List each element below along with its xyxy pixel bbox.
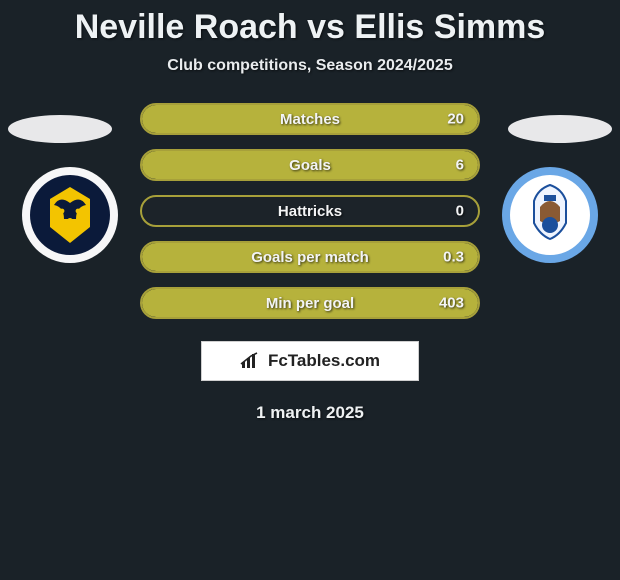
- right-ellipse-decoration: [508, 115, 612, 143]
- date-label: 1 march 2025: [0, 403, 620, 423]
- right-club-badge: [500, 165, 600, 265]
- branding-box[interactable]: FcTables.com: [201, 341, 419, 381]
- stat-label: Hattricks: [278, 203, 342, 220]
- branding-text: FcTables.com: [268, 351, 380, 371]
- left-club-badge: [20, 165, 120, 265]
- stat-bar: Hattricks 0: [140, 195, 480, 227]
- left-ellipse-decoration: [8, 115, 112, 143]
- stat-value: 403: [439, 295, 464, 312]
- oxford-united-crest-icon: [20, 165, 120, 265]
- page-title: Neville Roach vs Ellis Simms: [0, 8, 620, 47]
- stat-bar: Min per goal 403: [140, 287, 480, 319]
- stats-list: Matches 20 Goals 6 Hattricks 0 Goals per…: [140, 103, 480, 319]
- stat-label: Goals: [289, 157, 331, 174]
- bar-chart-icon: [240, 352, 262, 370]
- subtitle: Club competitions, Season 2024/2025: [0, 57, 620, 75]
- stat-value: 0.3: [443, 249, 464, 266]
- stat-value: 20: [447, 111, 464, 128]
- content-area: Matches 20 Goals 6 Hattricks 0 Goals per…: [0, 103, 620, 423]
- stat-bar: Goals per match 0.3: [140, 241, 480, 273]
- stat-bar: Matches 20: [140, 103, 480, 135]
- comparison-card: Neville Roach vs Ellis Simms Club compet…: [0, 0, 620, 580]
- stat-label: Matches: [280, 111, 340, 128]
- stat-label: Min per goal: [266, 295, 354, 312]
- stat-bar: Goals 6: [140, 149, 480, 181]
- stat-label: Goals per match: [251, 249, 369, 266]
- coventry-city-crest-icon: [500, 165, 600, 265]
- stat-value: 0: [456, 203, 464, 220]
- stat-value: 6: [456, 157, 464, 174]
